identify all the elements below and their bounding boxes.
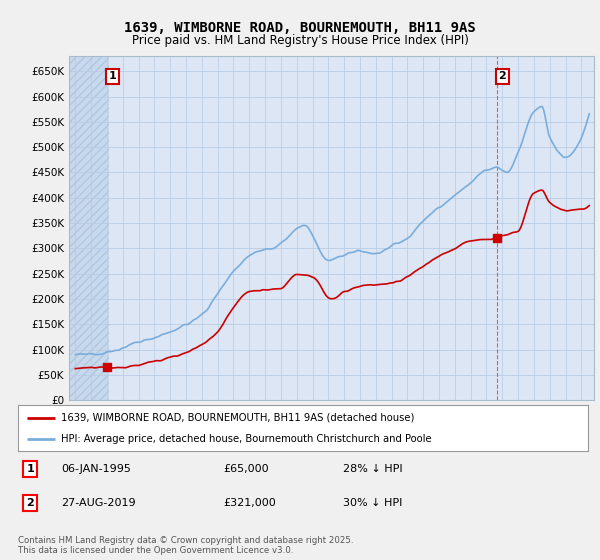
- Text: 06-JAN-1995: 06-JAN-1995: [61, 464, 131, 474]
- Text: Price paid vs. HM Land Registry's House Price Index (HPI): Price paid vs. HM Land Registry's House …: [131, 34, 469, 46]
- Text: 1: 1: [109, 72, 116, 82]
- Text: HPI: Average price, detached house, Bournemouth Christchurch and Poole: HPI: Average price, detached house, Bour…: [61, 435, 431, 444]
- Bar: [69, 56, 109, 400]
- Text: 1639, WIMBORNE ROAD, BOURNEMOUTH, BH11 9AS (detached house): 1639, WIMBORNE ROAD, BOURNEMOUTH, BH11 9…: [61, 413, 414, 423]
- Text: 2: 2: [499, 72, 506, 82]
- Text: 28% ↓ HPI: 28% ↓ HPI: [343, 464, 403, 474]
- Text: 1639, WIMBORNE ROAD, BOURNEMOUTH, BH11 9AS: 1639, WIMBORNE ROAD, BOURNEMOUTH, BH11 9…: [124, 21, 476, 35]
- Text: 2: 2: [26, 498, 34, 508]
- Text: 1: 1: [26, 464, 34, 474]
- Text: 30% ↓ HPI: 30% ↓ HPI: [343, 498, 402, 508]
- Text: £65,000: £65,000: [223, 464, 269, 474]
- Text: £321,000: £321,000: [223, 498, 276, 508]
- Text: Contains HM Land Registry data © Crown copyright and database right 2025.
This d: Contains HM Land Registry data © Crown c…: [18, 536, 353, 556]
- Text: 27-AUG-2019: 27-AUG-2019: [61, 498, 136, 508]
